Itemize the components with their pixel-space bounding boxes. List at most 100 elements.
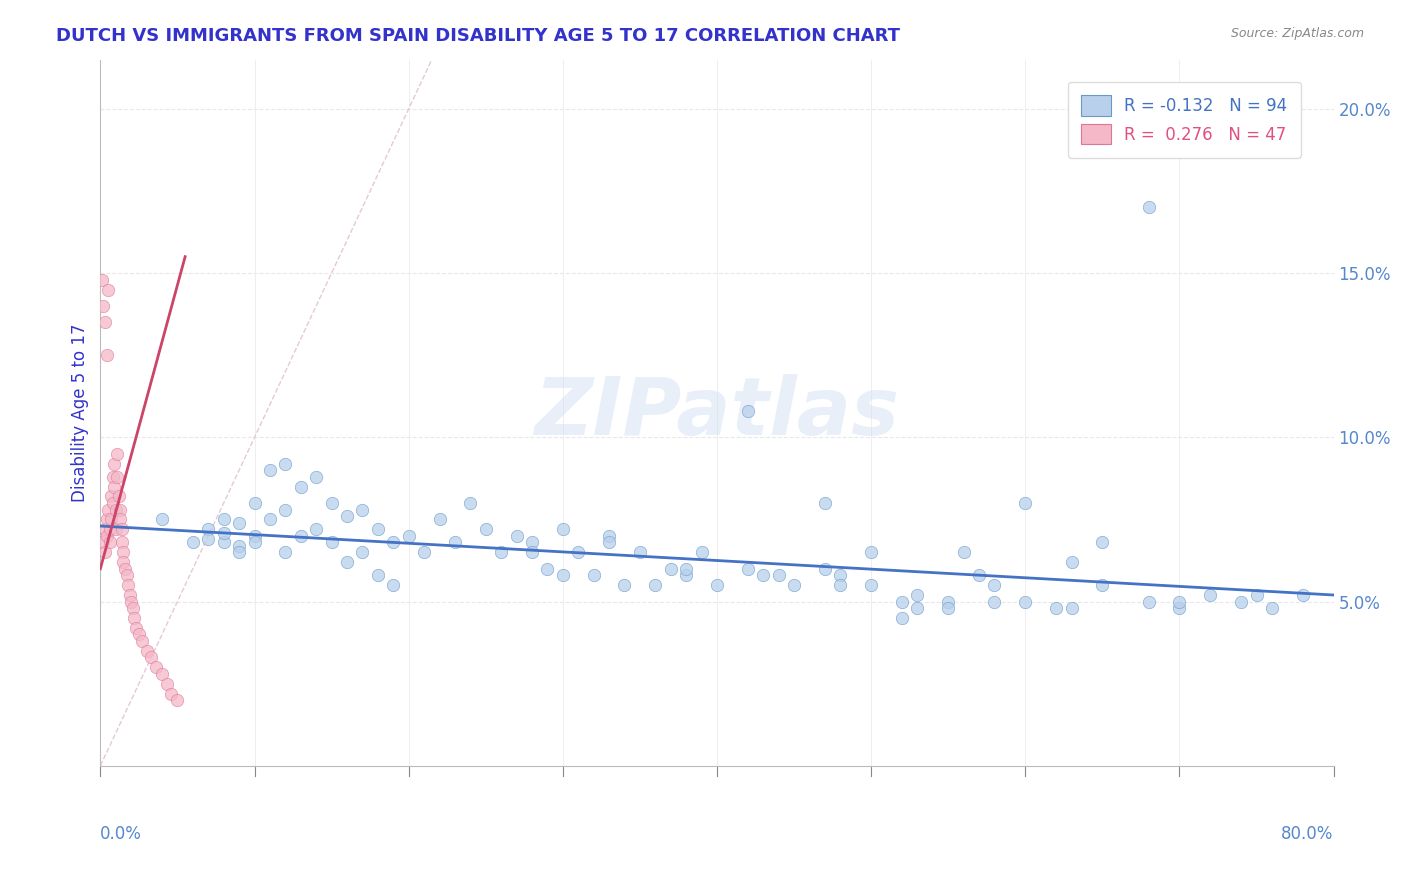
Legend: R = -0.132   N = 94, R =  0.276   N = 47: R = -0.132 N = 94, R = 0.276 N = 47 [1067, 82, 1301, 158]
Point [156, 676, 179, 690]
Point [1261, 601, 1284, 615]
Point [1137, 594, 1160, 608]
Point [150, 666, 173, 681]
Point [259, 512, 281, 526]
Point [118, 588, 141, 602]
Point [305, 522, 328, 536]
Point [444, 535, 467, 549]
Point [104, 502, 127, 516]
Point [111, 522, 134, 536]
Point [103, 480, 125, 494]
Point [967, 568, 990, 582]
Point [675, 562, 697, 576]
Point [367, 568, 389, 582]
Point [290, 529, 312, 543]
Point [96, 512, 118, 526]
Point [94, 545, 117, 559]
Point [290, 480, 312, 494]
Point [505, 529, 527, 543]
Point [110, 502, 132, 516]
Point [128, 627, 150, 641]
Point [160, 687, 183, 701]
Point [305, 469, 328, 483]
Point [737, 404, 759, 418]
Point [1230, 594, 1253, 608]
Point [100, 490, 122, 504]
Point [135, 644, 157, 658]
Point [1091, 578, 1114, 592]
Point [111, 535, 134, 549]
Point [952, 545, 974, 559]
Point [752, 568, 775, 582]
Point [112, 545, 135, 559]
Point [1014, 496, 1036, 510]
Point [860, 578, 883, 592]
Point [1168, 601, 1191, 615]
Point [613, 578, 636, 592]
Point [243, 535, 266, 549]
Point [141, 650, 163, 665]
Point [115, 568, 138, 582]
Point [117, 578, 139, 592]
Point [352, 545, 374, 559]
Point [145, 660, 167, 674]
Point [860, 545, 883, 559]
Text: 0.0%: 0.0% [100, 825, 142, 843]
Point [1045, 601, 1067, 615]
Point [830, 578, 852, 592]
Point [1060, 555, 1083, 569]
Point [131, 634, 153, 648]
Point [489, 545, 512, 559]
Point [110, 512, 132, 526]
Point [814, 562, 837, 576]
Point [228, 545, 250, 559]
Point [413, 545, 436, 559]
Point [382, 578, 405, 592]
Point [1292, 588, 1315, 602]
Point [120, 594, 142, 608]
Point [98, 535, 121, 549]
Point [675, 568, 697, 582]
Point [644, 578, 666, 592]
Point [690, 545, 713, 559]
Point [520, 535, 543, 549]
Point [598, 535, 620, 549]
Point [90, 273, 112, 287]
Point [382, 535, 405, 549]
Point [94, 315, 117, 329]
Point [706, 578, 728, 592]
Text: 80.0%: 80.0% [1281, 825, 1334, 843]
Point [582, 568, 605, 582]
Point [551, 522, 574, 536]
Point [352, 502, 374, 516]
Point [1199, 588, 1222, 602]
Point [659, 562, 682, 576]
Point [983, 578, 1005, 592]
Text: DUTCH VS IMMIGRANTS FROM SPAIN DISABILITY AGE 5 TO 17 CORRELATION CHART: DUTCH VS IMMIGRANTS FROM SPAIN DISABILIT… [56, 27, 900, 45]
Point [112, 555, 135, 569]
Point [768, 568, 790, 582]
Point [125, 621, 148, 635]
Point [197, 532, 219, 546]
Point [104, 522, 127, 536]
Point [243, 529, 266, 543]
Point [598, 529, 620, 543]
Point [114, 562, 136, 576]
Point [122, 611, 145, 625]
Point [398, 529, 420, 543]
Point [1137, 201, 1160, 215]
Point [94, 522, 117, 536]
Point [936, 594, 959, 608]
Point [1060, 601, 1083, 615]
Point [166, 693, 188, 707]
Point [321, 535, 343, 549]
Point [429, 512, 451, 526]
Point [228, 539, 250, 553]
Point [474, 522, 496, 536]
Point [103, 457, 125, 471]
Point [737, 562, 759, 576]
Point [212, 535, 235, 549]
Point [814, 496, 837, 510]
Point [93, 299, 115, 313]
Point [181, 535, 204, 549]
